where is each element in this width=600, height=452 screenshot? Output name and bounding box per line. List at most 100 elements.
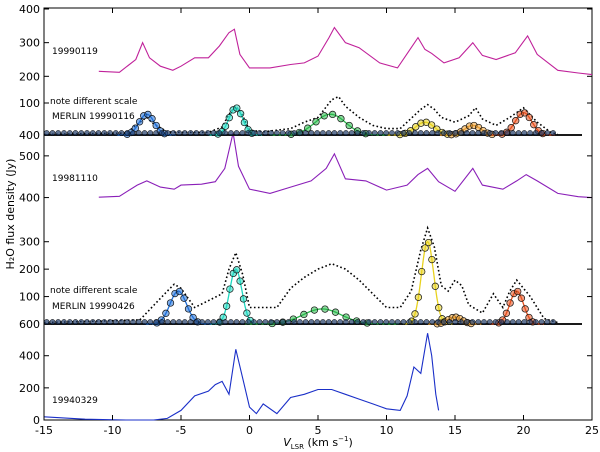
data-point [345,121,353,130]
data-point [175,287,184,296]
baseline-point [435,130,441,136]
data-point [428,255,436,264]
baseline-point [406,319,413,325]
data-point [233,104,241,112]
y-tick-label: 200 [19,263,40,276]
baseline-point [112,319,119,325]
data-point [152,121,160,130]
baseline-point [66,319,73,325]
data-point [521,109,529,117]
y-tick-label: 400 [19,3,40,16]
x-tick-label: -10 [104,424,122,437]
baseline-point [297,130,303,136]
data-point [424,238,433,247]
baseline-point [348,130,355,136]
baseline-point [383,319,390,325]
baseline-point [118,130,125,136]
data-point [240,118,249,127]
baseline-point [377,319,384,325]
data-point [148,115,156,123]
baseline-point [279,319,286,325]
baseline-point [55,130,62,136]
y-tick-label: 500 [19,150,40,163]
baseline-point [228,130,234,136]
data-point [226,285,234,293]
baseline-point [89,130,96,136]
baseline-point [394,130,401,136]
baseline-point [509,130,516,136]
baseline-point [78,130,85,136]
baseline-point [360,319,367,325]
baseline-point [475,319,482,325]
y-tick-label: 100 [19,291,40,304]
baseline-point [95,130,102,136]
data-point [414,293,423,301]
data-point [225,114,233,122]
baseline-point [504,319,510,325]
baseline-point [406,130,413,136]
baseline-point [84,319,90,325]
data-point [512,117,520,125]
baseline-point [337,130,344,136]
panel-19990119: 19990119 [52,26,593,76]
baseline-point [498,130,505,136]
baseline-point [84,130,90,136]
baseline-point [49,130,56,136]
baseline-point [72,319,79,325]
data-point [184,305,193,313]
baseline-point [320,130,326,136]
baseline-point [446,319,453,325]
data-point [236,277,244,285]
baseline-point [527,130,533,136]
data-point [530,121,538,129]
merlin-label: MERLIN 19990116 [52,112,135,122]
baseline-point [297,319,303,325]
baseline-point [532,130,539,136]
baseline-point [164,319,171,325]
baseline-point [158,319,165,325]
baseline-point [153,319,159,325]
baseline-point [521,319,528,325]
baseline-point [527,319,533,325]
baseline-point [486,319,493,325]
baseline-point [205,130,211,136]
baseline-point [170,319,177,325]
baseline-point [55,319,62,325]
baseline-point [193,130,200,136]
data-point [411,310,419,318]
baseline-point [331,130,338,136]
baseline-point [78,319,85,325]
baseline-point [452,319,459,325]
baseline-point [101,130,108,136]
baseline-point [544,319,551,325]
baseline-point [498,319,505,325]
data-point [222,302,231,310]
x-tick-label: 10 [380,424,394,437]
baseline-point [205,319,211,325]
baseline-point [417,130,424,136]
baseline-point [222,319,228,325]
baseline-point [256,319,263,325]
baseline-point [245,130,251,136]
data-point [166,299,175,307]
baseline-point [285,319,292,325]
baseline-point [187,319,194,325]
baseline-point [302,319,309,325]
baseline-point [412,130,418,136]
baseline-point [458,130,464,136]
data-point [321,305,329,313]
y-tick-label: 400 [19,350,40,363]
data-point [517,294,526,302]
baseline-point [72,130,79,136]
data-point [239,295,248,303]
y-tick-label: 400 [19,192,40,205]
baseline-point [325,130,332,136]
baseline-point [262,130,269,136]
baseline-point [475,130,482,136]
baseline-point [544,130,551,136]
baseline-point [124,319,131,325]
baseline-point [389,130,395,136]
baseline-point [550,130,556,136]
axes-group: -15 -10 -5 0 5 10 15 20 25 200 300 400 400 500 0 200 400… [19,3,599,437]
